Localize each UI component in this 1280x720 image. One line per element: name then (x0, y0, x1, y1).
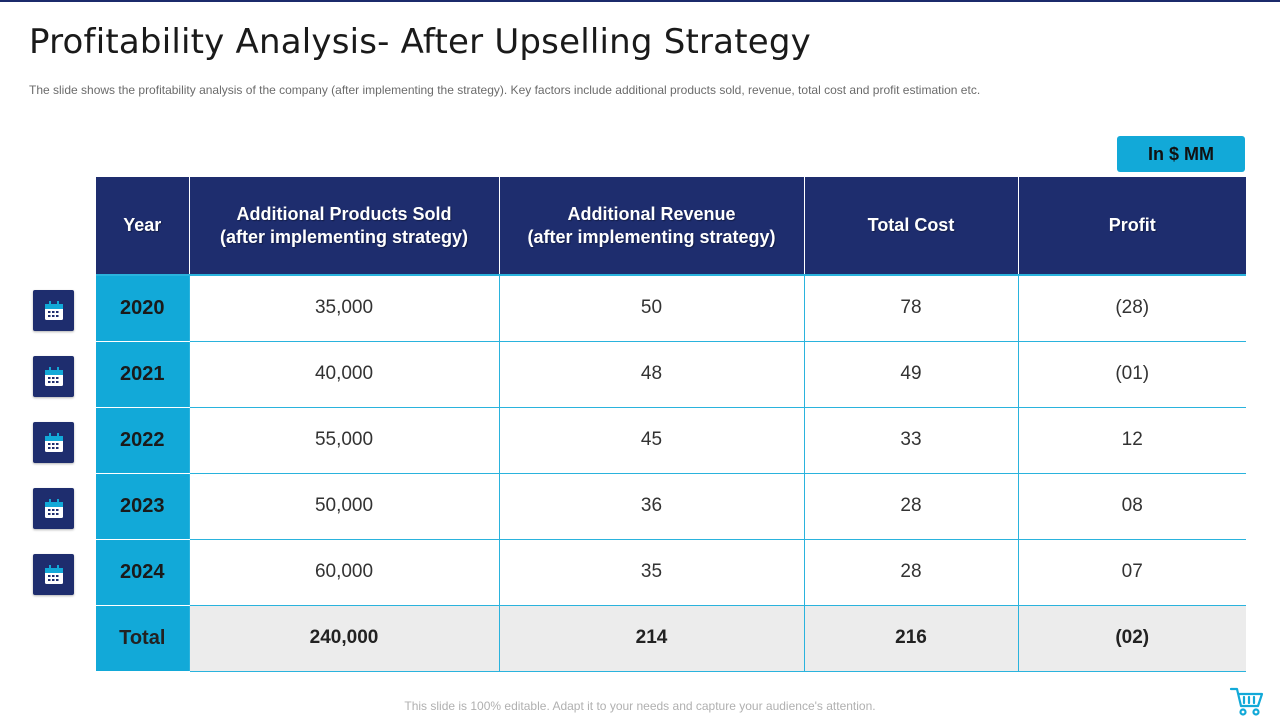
row-revenue: 45 (498, 407, 804, 474)
row-revenue: 48 (498, 341, 804, 408)
row-total-cost: 28 (803, 539, 1018, 606)
row-products-sold: 35,000 (188, 274, 499, 342)
slide-subtitle: The slide shows the profitability analys… (29, 83, 981, 97)
row-profit: 12 (1017, 407, 1246, 474)
row-total-cost: 49 (803, 341, 1018, 408)
row-products-sold: 60,000 (188, 539, 499, 606)
table-row: 2022 55,000 45 33 12 (96, 407, 1246, 474)
row-year: 2024 (96, 539, 189, 606)
calendar-icon (33, 290, 74, 331)
table-total-row: Total 240,000 214 216 (02) (96, 605, 1246, 672)
calendar-icon (33, 356, 74, 397)
row-products-sold: 55,000 (188, 407, 499, 474)
profitability-table: Year Additional Products Sold (after impl… (96, 177, 1246, 672)
slide-footer-note: This slide is 100% editable. Adapt it to… (404, 699, 876, 713)
row-total-cost: 78 (803, 274, 1018, 342)
header-revenue-line2: (after implementing strategy) (527, 226, 776, 247)
total-revenue: 214 (498, 605, 804, 672)
header-year: Year (96, 177, 190, 275)
total-cost: 216 (803, 605, 1018, 672)
row-revenue: 36 (498, 473, 804, 540)
header-revenue-line1: Additional Revenue (567, 203, 736, 224)
row-profit: 07 (1017, 539, 1246, 606)
row-year: 2021 (96, 341, 189, 408)
row-profit: (01) (1017, 341, 1246, 408)
table-row: 2021 40,000 48 49 (01) (96, 341, 1246, 408)
row-revenue: 50 (498, 274, 804, 342)
row-products-sold: 50,000 (188, 473, 499, 540)
header-profit: Profit (1017, 177, 1246, 275)
header-products-sold: Additional Products Sold (after implement… (188, 177, 500, 275)
header-revenue: Additional Revenue (after implementing st… (498, 177, 805, 275)
table-row: 2023 50,000 36 28 08 (96, 473, 1246, 540)
row-revenue: 35 (498, 539, 804, 606)
slide-title: Profitability Analysis- After Upselling … (29, 22, 811, 62)
top-accent-line (0, 0, 1280, 2)
calendar-icon (33, 488, 74, 529)
row-profit: 08 (1017, 473, 1246, 540)
calendar-icon (33, 422, 74, 463)
row-total-cost: 28 (803, 473, 1018, 540)
shopping-cart-icon (1229, 686, 1265, 720)
calendar-icon (33, 554, 74, 595)
total-profit: (02) (1017, 605, 1246, 672)
row-products-sold: 40,000 (188, 341, 499, 408)
table-row: 2020 35,000 50 78 (28) (96, 274, 1246, 342)
header-products-line1: Additional Products Sold (236, 203, 452, 224)
table-header-row: Year Additional Products Sold (after impl… (96, 177, 1246, 275)
row-profit: (28) (1017, 274, 1246, 342)
total-products-sold: 240,000 (188, 605, 499, 672)
unit-badge: In $ MM (1117, 136, 1245, 172)
row-year: 2023 (96, 473, 189, 540)
table-row: 2024 60,000 35 28 07 (96, 539, 1246, 606)
total-label: Total (96, 605, 189, 672)
header-total-cost: Total Cost (803, 177, 1019, 275)
row-year: 2020 (96, 274, 189, 342)
header-products-line2: (after implementing strategy) (219, 226, 469, 247)
row-year: 2022 (96, 407, 189, 474)
row-total-cost: 33 (803, 407, 1018, 474)
